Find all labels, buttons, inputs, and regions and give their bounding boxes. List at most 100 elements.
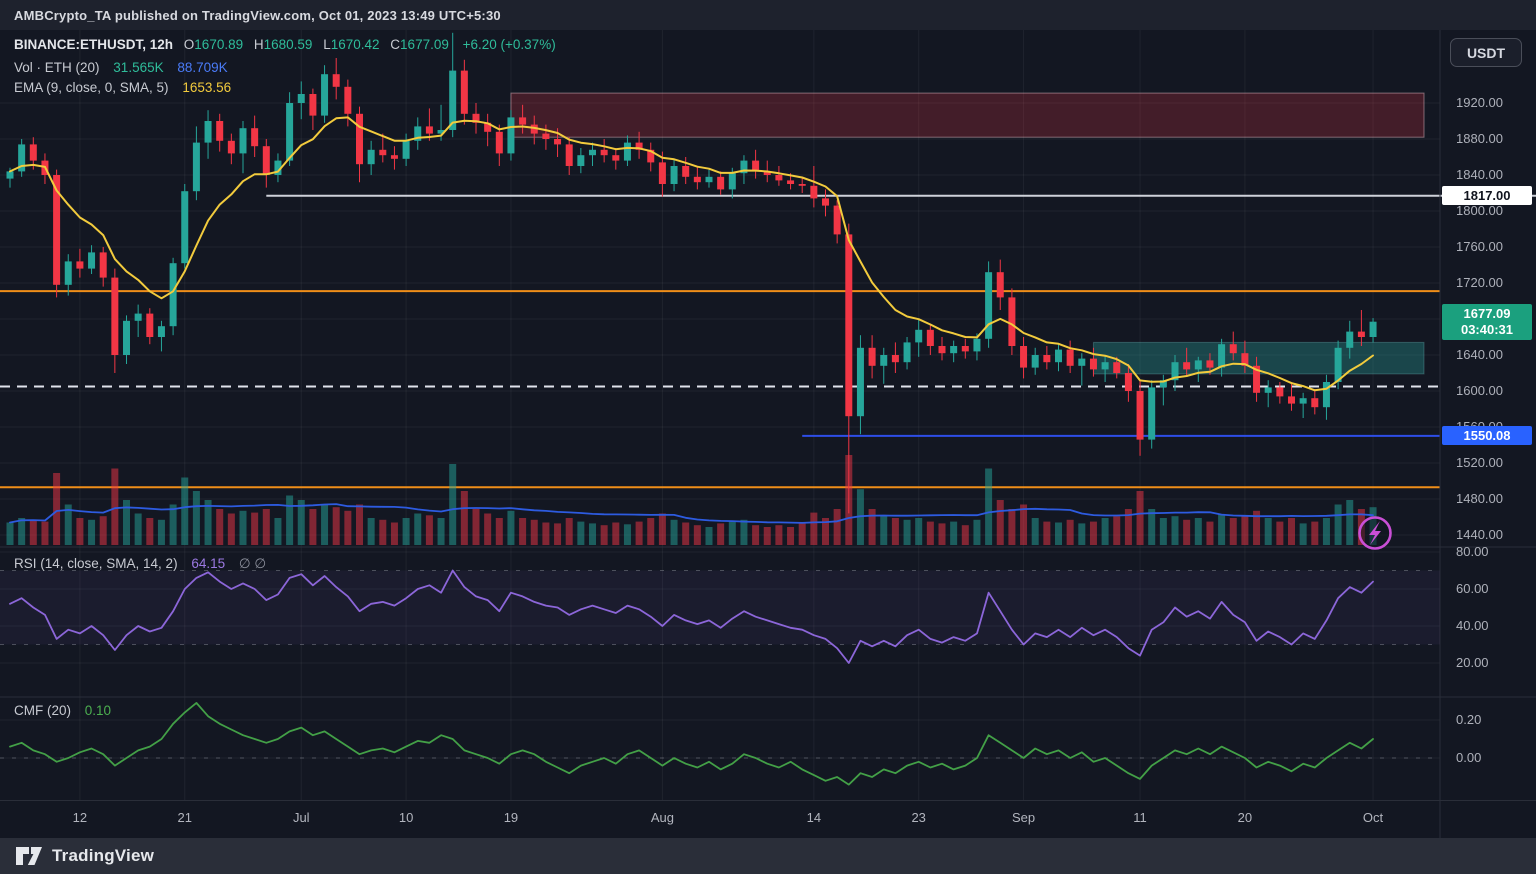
volume-bar: [752, 525, 760, 545]
candle: [589, 149, 596, 156]
candle: [99, 252, 107, 278]
volume-bar: [321, 504, 329, 545]
candle: [390, 155, 398, 159]
volume-bar: [950, 521, 958, 545]
volume-bar: [1043, 521, 1051, 545]
volume-bar: [460, 491, 468, 545]
candle: [856, 347, 864, 417]
candle: [775, 175, 783, 181]
tradingview-logo-icon[interactable]: [14, 844, 44, 868]
candle: [1055, 349, 1062, 363]
rsi-legend[interactable]: RSI (14, close, SMA, 14, 2) 64.15 ∅ ∅: [14, 556, 266, 572]
open-label: O: [183, 37, 195, 52]
candle: [1078, 358, 1086, 366]
time-axis[interactable]: 12 21 Jul 10 19 Aug 14 23 Sep 11 20 Oct: [0, 800, 1536, 838]
symbol-legend[interactable]: BINANCE:ETHUSDT, 12h O1670.89 H1680.59 L…: [14, 37, 556, 52]
candle: [356, 113, 363, 165]
volume-bar: [996, 500, 1004, 545]
candle: [787, 180, 795, 184]
volume-bar: [1322, 518, 1330, 545]
volume-bar: [99, 516, 107, 545]
volume-bar: [6, 522, 14, 545]
volume-bar: [658, 513, 666, 545]
candle: [437, 130, 445, 134]
volume-bar: [274, 518, 282, 545]
volume-bar: [1171, 516, 1179, 545]
volume-bar: [1020, 504, 1028, 545]
candle: [880, 355, 888, 366]
candle: [682, 166, 690, 177]
candle: [1288, 396, 1295, 404]
candle: [472, 113, 480, 123]
volume-bar: [1078, 523, 1086, 545]
ema-legend[interactable]: EMA (9, close, 0, SMA, 5) 1653.56: [14, 80, 231, 95]
volume-bar: [740, 519, 748, 545]
volume-bar: [985, 468, 993, 545]
volume-bar: [262, 509, 270, 545]
volume-bar: [76, 518, 84, 545]
volume-bar: [868, 509, 876, 545]
candle: [1241, 353, 1249, 366]
candle: [1311, 398, 1319, 408]
volume-bar: [542, 522, 550, 545]
tradingview-brand-text[interactable]: TradingView: [52, 846, 155, 865]
candle: [554, 139, 562, 145]
candle: [460, 70, 468, 114]
open-value: 1670.89: [194, 37, 244, 52]
volume-bar: [623, 524, 631, 545]
candle: [204, 121, 212, 143]
volume-bar: [705, 527, 713, 545]
candle: [239, 128, 247, 154]
candle: [286, 103, 294, 161]
volume-bar: [1206, 521, 1214, 545]
lightning-annotation-icon[interactable]: [1358, 516, 1392, 550]
price-label-1550: 1550.08: [1442, 425, 1532, 445]
cmf-legend[interactable]: CMF (20) 0.10: [14, 703, 111, 718]
volume-bar: [1346, 500, 1354, 545]
time-axis-label: 21: [177, 810, 192, 825]
candle: [1171, 362, 1179, 381]
candle: [18, 144, 26, 172]
volume-legend[interactable]: Vol · ETH (20) 31.565K 88.709K: [14, 60, 228, 75]
time-axis-label: Jul: [292, 810, 310, 825]
candle: [705, 176, 713, 183]
volume-bar: [565, 518, 573, 545]
candle: [1159, 380, 1167, 388]
price-axis-label: 1640.00: [1456, 347, 1503, 362]
time-axis-label: 12: [72, 810, 88, 825]
volume-label: Vol · ETH (20): [14, 60, 100, 75]
close-value: 1677.09: [400, 37, 449, 52]
price-axis[interactable]: 1920.00 1880.00 1840.00 1800.00 1760.00 1720.…: [1440, 30, 1536, 838]
candle: [728, 173, 736, 190]
candle: [647, 149, 655, 163]
candle: [321, 74, 329, 116]
candle: [309, 94, 317, 116]
candle: [402, 140, 410, 159]
currency-toggle-button[interactable]: USDT: [1450, 38, 1522, 67]
volume-bar: [111, 468, 119, 545]
candle: [1369, 321, 1377, 337]
volume-bar: [670, 519, 678, 545]
volume-ma-line: [9, 503, 1374, 524]
volume-bar: [425, 515, 433, 545]
rsi-axis-label: 20.00: [1456, 654, 1489, 670]
supply-zone-rectangle[interactable]: [510, 92, 1425, 138]
candle: [1089, 358, 1097, 370]
candle: [344, 86, 352, 114]
candle: [1101, 362, 1109, 370]
volume-bar: [216, 509, 224, 545]
time-axis-label: Sep: [1011, 810, 1036, 825]
cmf-axis-label: 0.00: [1456, 750, 1482, 765]
volume-bar: [810, 512, 818, 545]
candle: [216, 121, 224, 141]
volume-bar: [1299, 523, 1307, 545]
candle: [1136, 391, 1144, 440]
candle: [495, 131, 503, 154]
candle: [635, 142, 643, 150]
volume-bar: [41, 521, 49, 545]
rsi-extra-values: ∅ ∅: [238, 556, 267, 571]
time-axis-label: 23: [911, 810, 926, 825]
volume-bar: [530, 519, 538, 545]
volume-bar: [1159, 518, 1167, 545]
